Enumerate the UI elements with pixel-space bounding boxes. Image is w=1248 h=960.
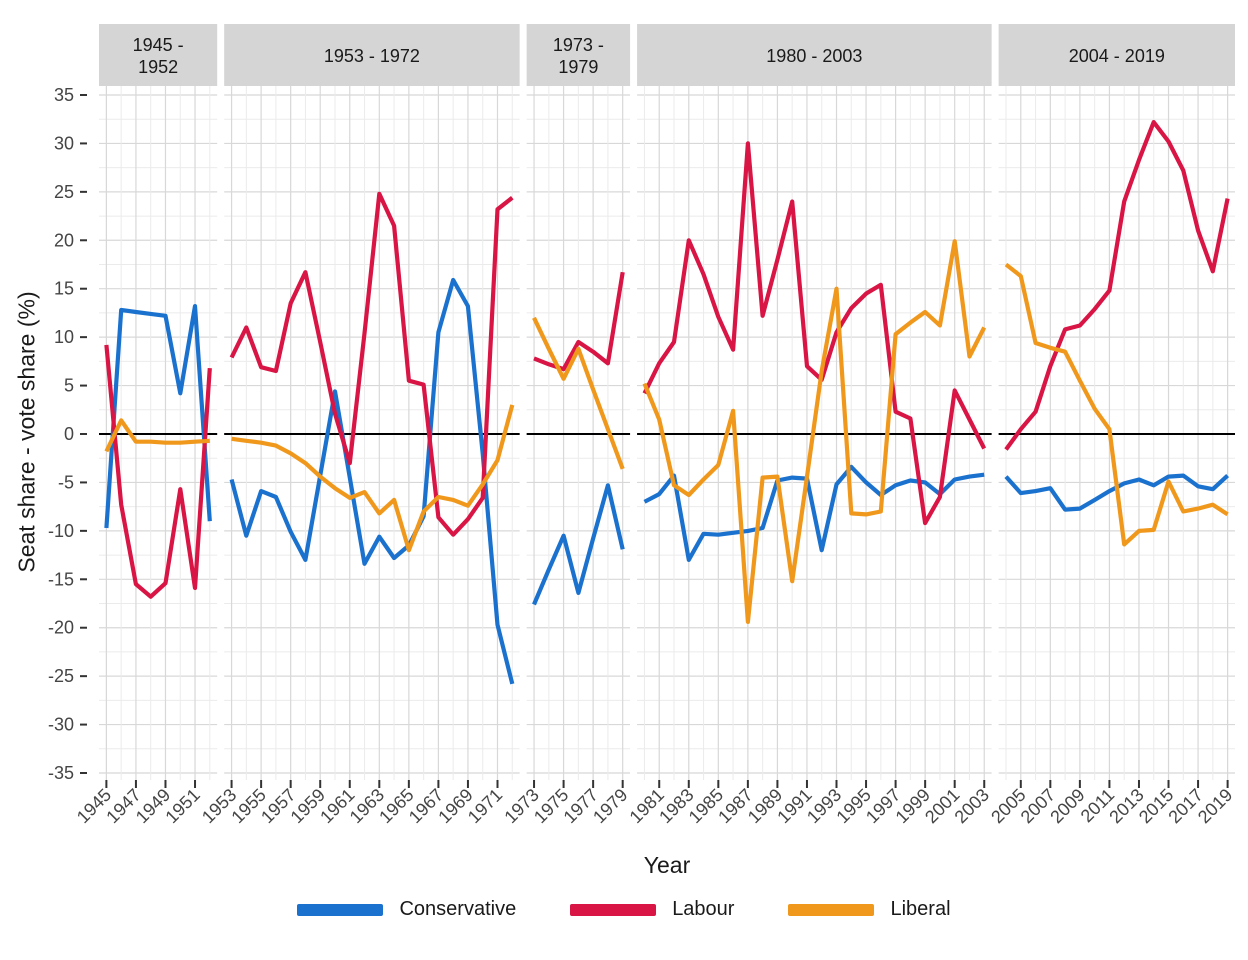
conservative-line [104,304,212,529]
facet-2004-2019: 2004 - 201920052007200920112013201520172… [987,24,1236,827]
y-tick-label: -25 [48,666,74,686]
x-axis-title: Year [643,852,691,878]
facet-1980-2003: 1980 - 200319811983198519871989199119931… [626,24,993,827]
legend-item-liberal: Liberal [788,898,951,921]
y-tick-label: 35 [54,85,74,105]
conservative-line [643,464,985,563]
legend-item-labour: Labour [570,898,734,921]
legend-item-conservative: Conservative [297,898,516,921]
conservative-line [532,483,625,606]
facet-strip [99,24,218,86]
labour-line [642,141,987,526]
liberal-line [642,239,987,625]
labour-swatch [570,903,657,916]
y-tick-label: -30 [48,715,74,735]
facet-strip [224,24,520,86]
facet-strip [998,24,1235,86]
x-tick-label: 1951 [161,785,203,827]
facet-strip-label: 1973 -1979 [553,35,604,77]
y-tick-label: -35 [48,763,74,783]
conservative-swatch [297,903,384,916]
x-tick-label: 2003 [951,785,993,827]
x-tick-label: 1979 [589,785,631,827]
y-tick-label: 10 [54,327,74,347]
facet-strip [526,24,631,86]
y-tick-label: 0 [64,424,74,444]
facet-strip-label: 1953 - 1972 [324,46,420,66]
x-tick-label: 1971 [464,785,506,827]
facet-strip [637,24,992,86]
labour-line [229,191,514,537]
y-tick-label: -20 [48,618,74,638]
y-tick-label: 30 [54,133,74,153]
y-tick-label: -5 [58,472,74,492]
facet-strip-label: 1980 - 2003 [766,46,862,66]
y-axis: 35 30 25 20 15 10 5 0 -5 -10 -15 -20 -25 -30 -35 [48,85,87,783]
liberal-line [532,316,625,470]
facet-strip-label: 1945 -1952 [133,35,184,77]
y-tick-label: 25 [54,182,74,202]
y-tick-label: 15 [54,279,74,299]
legend-label: Liberal [890,898,951,920]
liberal-swatch [788,903,875,916]
facet-strip-label: 2004 - 2019 [1069,46,1165,66]
conservative-line [229,277,515,685]
legend-label: Conservative [399,898,517,920]
y-tick-label: 20 [54,230,74,250]
labour-line [104,344,212,599]
chart-plot-area: 35 30 25 20 15 10 5 0 -5 -10 -15 -20 -25 -30 -35 1945 -… [48,24,1236,827]
liberal-line [1004,262,1229,547]
facet-1953-1972: 1953 - 197219531955195719591961196319651… [198,24,520,827]
chart-legend: Conservative Labour Liberal [0,898,1248,921]
liberal-line [231,404,515,553]
labour-line [533,271,625,372]
labour-line [1004,119,1230,451]
x-tick-label: 2019 [1194,785,1236,827]
legend-label: Labour [672,898,735,920]
y-tick-label: -15 [48,569,74,589]
y-tick-label: -10 [48,521,74,541]
liberal-line [104,418,210,453]
y-tick-label: 5 [64,376,74,396]
